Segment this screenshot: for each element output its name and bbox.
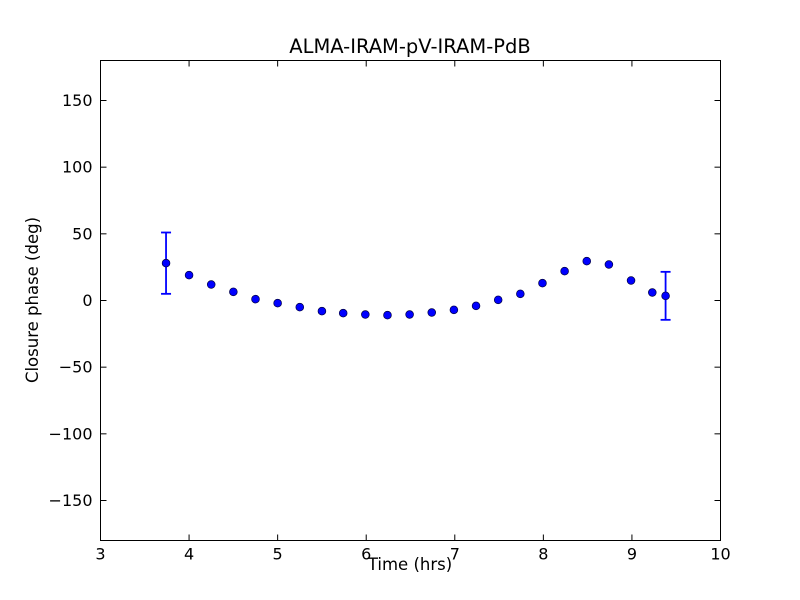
y-axis-label: Closure phase (deg): [23, 217, 42, 383]
x-tick-label: 7: [450, 545, 460, 564]
x-tick-label: 4: [184, 545, 194, 564]
data-point: [661, 291, 670, 301]
axes-frame: [100, 60, 721, 541]
data-point: [493, 295, 503, 305]
data-point: [206, 280, 216, 289]
data-point: [626, 276, 636, 285]
y-tick-label: 0: [82, 291, 92, 310]
x-tick-label: 10: [710, 545, 730, 564]
data-point: [471, 301, 481, 311]
data-point: [229, 287, 238, 297]
y-tick-label: −50: [59, 358, 93, 377]
data-point: [161, 258, 171, 268]
data-point: [273, 298, 282, 308]
data-point: [604, 260, 614, 269]
y-tick-label: 150: [62, 91, 93, 110]
data-point: [251, 294, 260, 304]
plot-area: 3 4 5 6 7 8 9 10 −150 −100 −50 0 50 100 150: [49, 60, 731, 564]
data-point: [405, 310, 414, 319]
data-point: [361, 310, 370, 319]
x-tick-label: 3: [95, 545, 105, 564]
data-point: [449, 305, 459, 315]
data-point: [648, 288, 657, 297]
x-tick-label: 6: [361, 545, 371, 564]
y-tick-label: 50: [72, 224, 92, 243]
x-tick-label: 9: [627, 545, 637, 564]
chart-title: ALMA-IRAM-pV-IRAM-PdB: [289, 35, 531, 58]
y-tick-label: −100: [49, 424, 93, 443]
data-point: [338, 308, 348, 318]
x-axis-label: Time (hrs): [367, 555, 452, 574]
data-point: [383, 310, 392, 320]
data-point: [295, 302, 305, 312]
data-point: [516, 289, 525, 299]
data-point: [427, 308, 437, 317]
x-tick-label: 8: [538, 545, 548, 564]
y-tick-label: −150: [49, 491, 93, 510]
data-point: [582, 256, 592, 266]
x-tick-label: 5: [273, 545, 283, 564]
data-point: [317, 306, 327, 316]
data-point: [560, 266, 569, 276]
y-tick-label: 100: [62, 158, 93, 177]
data-point: [538, 278, 547, 288]
data-point: [184, 270, 194, 280]
